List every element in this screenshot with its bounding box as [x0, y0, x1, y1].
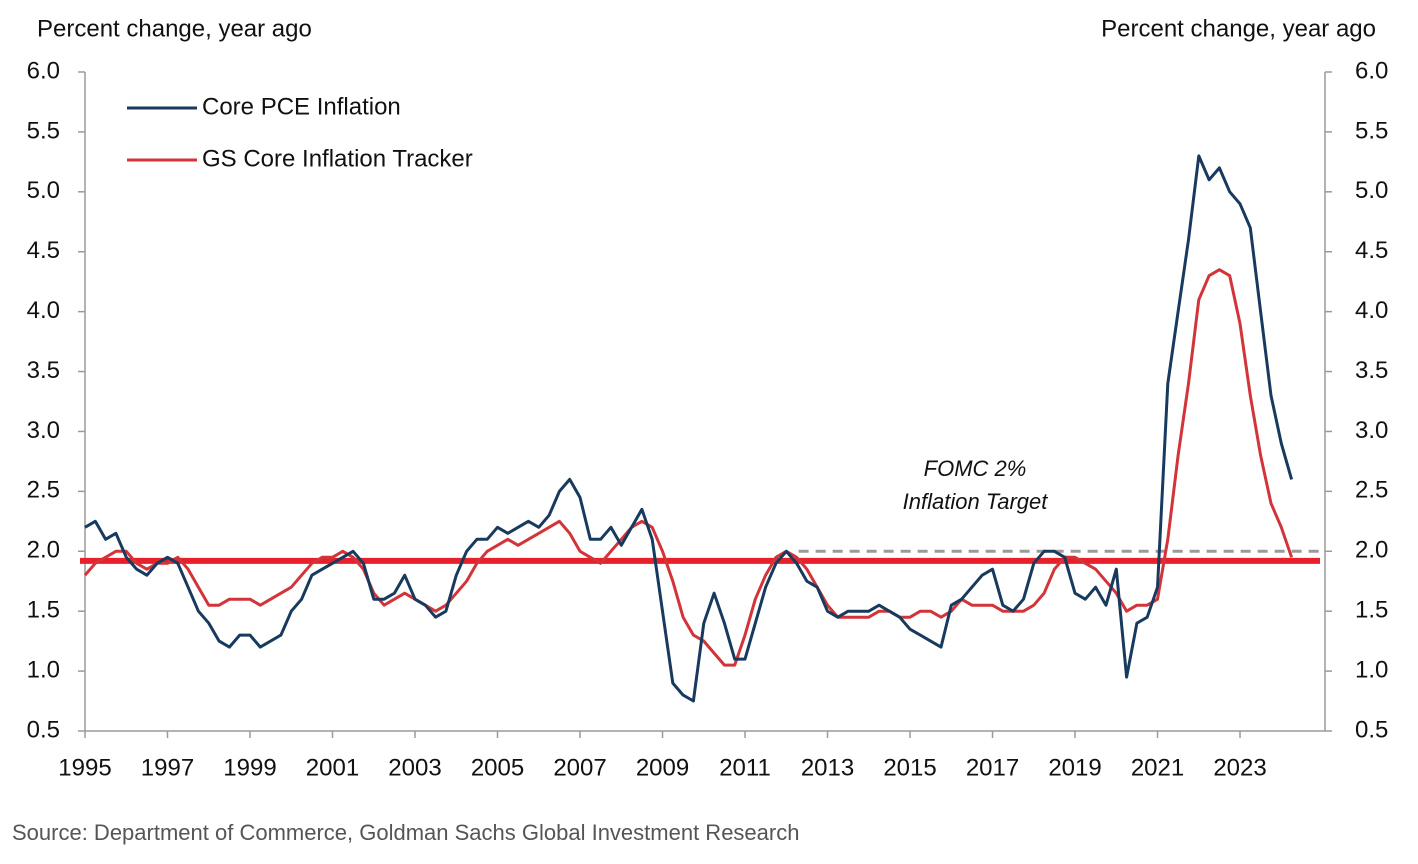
y2-tick-label: 0.5 — [1355, 716, 1388, 743]
y2-tick-label: 2.0 — [1355, 537, 1388, 564]
y2-tick-label: 1.0 — [1355, 656, 1388, 683]
y-tick-label: 1.5 — [27, 597, 60, 624]
series-line — [83, 268, 1294, 667]
y2-tick-label: 3.0 — [1355, 417, 1388, 444]
y-tick-label: 2.0 — [27, 537, 60, 564]
y-tick-label: 3.5 — [27, 357, 60, 384]
y2-tick-label: 2.5 — [1355, 477, 1388, 504]
y-tick-label: 0.5 — [27, 716, 60, 743]
y-tick-label: 3.0 — [27, 417, 60, 444]
y2-tick-label: 3.5 — [1355, 357, 1388, 384]
x-tick-label: 1997 — [141, 754, 194, 781]
x-tick-label: 2013 — [801, 754, 854, 781]
x-tick-label: 2021 — [1131, 754, 1184, 781]
annotation: FOMC 2% — [924, 456, 1027, 481]
x-tick-label: 2009 — [636, 754, 689, 781]
x-tick-label: 2015 — [883, 754, 936, 781]
x-tick-label: 1995 — [58, 754, 111, 781]
x-tick-label: 2017 — [966, 754, 1019, 781]
y-axis-label: Percent change, year ago — [37, 15, 312, 42]
y-tick-label: 4.5 — [27, 237, 60, 264]
legend-label: GS Core Inflation Tracker — [202, 145, 473, 172]
x-tick-label: 1999 — [223, 754, 276, 781]
x-tick-label: 2019 — [1048, 754, 1101, 781]
x-tick-label: 2007 — [553, 754, 606, 781]
source: Source: Department of Commerce, Goldman … — [12, 820, 799, 845]
y-tick-label: 4.0 — [27, 297, 60, 324]
y-tick-label: 2.5 — [27, 477, 60, 504]
y2-tick-label: 5.0 — [1355, 177, 1388, 204]
y-tick-label: 1.0 — [27, 656, 60, 683]
y2-tick-label: 4.0 — [1355, 297, 1388, 324]
series-line — [84, 154, 1294, 703]
y2-tick-label: 1.5 — [1355, 597, 1388, 624]
y-tick-label: 5.5 — [27, 117, 60, 144]
x-tick-label: 2023 — [1213, 754, 1266, 781]
x-tick-label: 2005 — [471, 754, 524, 781]
y2-tick-label: 5.5 — [1355, 117, 1388, 144]
x-tick-label: 2003 — [388, 754, 441, 781]
legend-label: Core PCE Inflation — [202, 93, 401, 120]
x-tick-label: 2001 — [306, 754, 359, 781]
annotation: Inflation Target — [903, 489, 1049, 514]
y-tick-label: 5.0 — [27, 177, 60, 204]
y2-tick-label: 6.0 — [1355, 57, 1388, 84]
y2-axis-label: Percent change, year ago — [1101, 15, 1376, 42]
y2-tick-label: 4.5 — [1355, 237, 1388, 264]
x-tick-label: 2011 — [719, 754, 771, 781]
y-tick-label: 6.0 — [27, 57, 60, 84]
